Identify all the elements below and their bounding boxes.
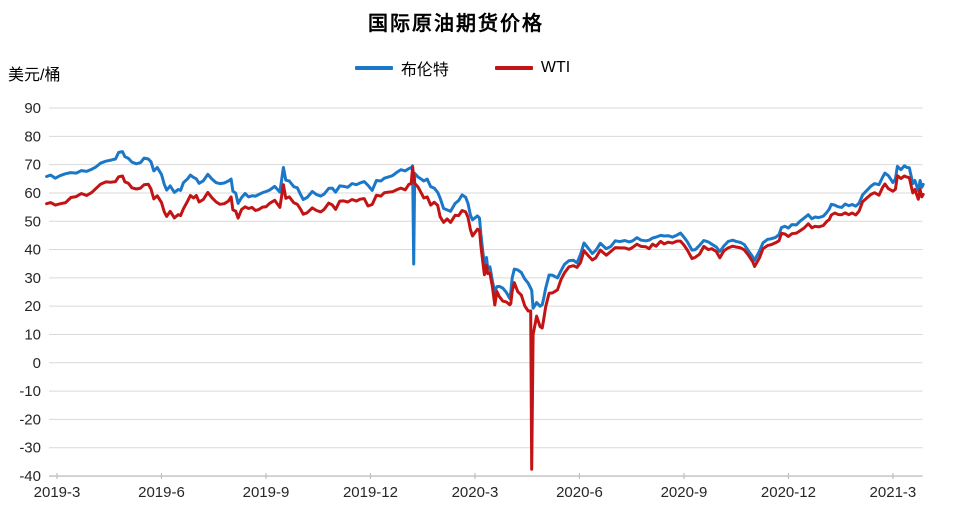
x-tick-label: 2019-6: [138, 484, 185, 501]
x-tick-label: 2020-9: [661, 484, 708, 501]
x-tick-label: 2020-3: [452, 484, 499, 501]
y-tick-label: 90: [24, 100, 41, 117]
legend-item-wti: WTI: [494, 59, 571, 77]
y-tick-label: 30: [24, 270, 41, 287]
y-tick-label: 60: [24, 185, 41, 202]
y-tick-label: 0: [33, 355, 41, 372]
legend-label-wti: WTI: [540, 59, 571, 76]
y-tick-label: 40: [24, 242, 41, 259]
legend-label-brent: 布伦特: [400, 62, 449, 79]
y-tick-label: 50: [24, 213, 41, 230]
x-tick-label: 2019-9: [243, 484, 290, 501]
brent-line: [45, 150, 925, 310]
legend-item-brent: 布伦特: [354, 56, 449, 80]
y-tick-label: 70: [24, 157, 41, 174]
y-tick-label: 80: [24, 128, 41, 145]
y-tick-label: -30: [19, 440, 41, 457]
x-tick-label: 2021-3: [870, 484, 917, 501]
y-tick-label: -20: [19, 411, 41, 428]
y-tick-label: 10: [24, 326, 41, 343]
y-tick-label: -40: [19, 468, 41, 485]
y-tick-label: 20: [24, 298, 41, 315]
chart-title: 国际原油期货价格: [368, 13, 544, 35]
x-tick-label: 2020-12: [761, 484, 816, 501]
x-tick-label: 2019-12: [343, 484, 398, 501]
y-tick-label: -10: [19, 383, 41, 400]
x-tick-label: 2019-3: [34, 484, 81, 501]
legend: 布伦特 WTI: [0, 56, 925, 80]
wti-line-swatch-icon: [494, 66, 533, 70]
wti-line: [45, 166, 925, 471]
y-axis-unit-label: 美元/桶: [8, 67, 61, 84]
x-tick-label: 2020-6: [556, 484, 603, 501]
brent-line-swatch-icon: [354, 66, 393, 70]
